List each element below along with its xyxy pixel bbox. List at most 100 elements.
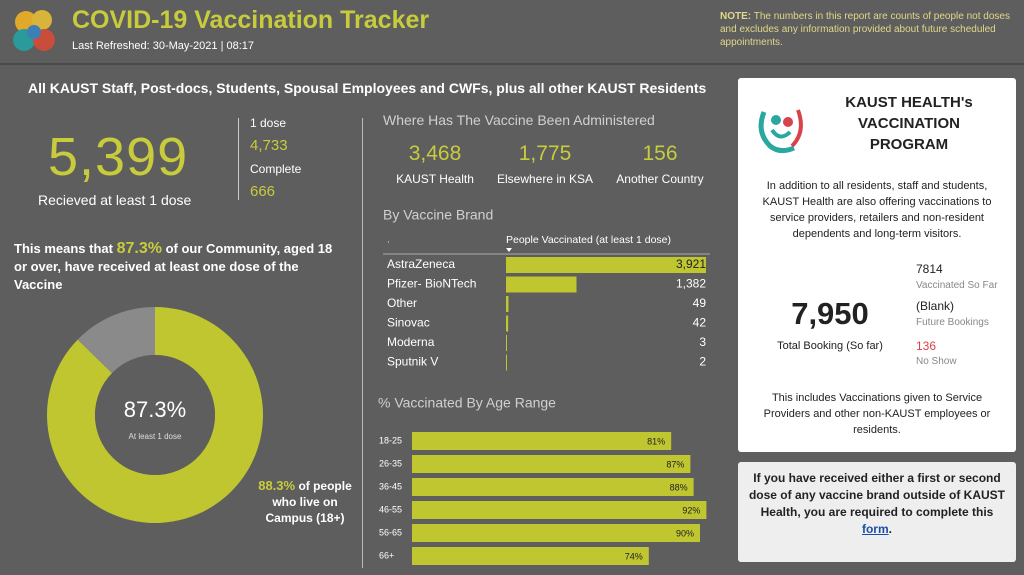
corner-label: . <box>387 235 390 246</box>
category-label: 18-25 <box>379 435 402 445</box>
bar <box>506 315 509 332</box>
booking-label: Total Booking (So far) <box>777 340 883 352</box>
form-box: If you have received either a first or s… <box>738 462 1016 562</box>
value-label: 49 <box>693 296 707 310</box>
category-label: 36-45 <box>379 481 402 491</box>
admin-title: Where Has The Vaccine Been Administered <box>383 112 655 128</box>
donut-center-label: 87.3% <box>124 397 186 422</box>
divider <box>362 118 363 568</box>
admin-item: 1,775 Elsewhere in KSA <box>490 142 600 186</box>
form-message: If you have received either a first or s… <box>748 471 1006 519</box>
category-label: Other <box>387 296 417 310</box>
form-end: . <box>888 522 892 536</box>
means-suffix: of our Community, aged 18 or over, have … <box>14 241 333 292</box>
note-text: The numbers in this report are counts of… <box>720 11 1010 48</box>
value-label: 92% <box>682 505 700 515</box>
program-box: KAUST HEALTH's VACCINATION PROGRAM In ad… <box>738 78 1016 452</box>
health-logo <box>758 109 803 154</box>
means-prefix: This means that <box>14 241 113 256</box>
category-label: 46-55 <box>379 504 402 514</box>
admin-value: 156 <box>642 142 678 165</box>
category-label: Moderna <box>387 335 435 349</box>
admin-item: 3,468 KAUST Health <box>380 142 490 186</box>
stat-label: No Show <box>916 356 957 367</box>
form-text: If you have received either a first or s… <box>746 470 1008 538</box>
column-header: People Vaccinated (at least 1 dose) <box>506 234 671 246</box>
chart-title: By Vaccine Brand <box>383 207 493 223</box>
stat-value: 7814 <box>916 262 943 276</box>
category-label: AstraZeneca <box>387 257 455 271</box>
donut-slice <box>47 307 264 523</box>
divider <box>238 118 239 200</box>
category-label: 56-65 <box>379 527 402 537</box>
sort-arrow <box>506 248 512 252</box>
value-label: 74% <box>625 551 643 561</box>
program-title: KAUST HEALTH's VACCINATION PROGRAM <box>845 94 973 153</box>
campus-pct: 88.3% <box>258 478 296 493</box>
bar <box>412 432 672 450</box>
note: NOTE: The numbers in this report are cou… <box>720 10 1010 49</box>
heading: All KAUST Staff, Post-docs, Students, Sp… <box>28 80 707 96</box>
value-label: 42 <box>693 316 707 330</box>
bar <box>412 524 700 542</box>
admin-value: 1,775 <box>518 142 572 165</box>
last-refreshed: Last Refreshed: 30-May-2021 | 08:17 <box>72 40 255 52</box>
total-label: Recieved at least 1 dose <box>38 192 192 208</box>
program-footer: This includes Vaccinations given to Serv… <box>763 392 991 436</box>
value-label: 88% <box>670 482 688 492</box>
bar <box>506 354 507 371</box>
stat-label: Vaccinated So Far <box>916 280 998 291</box>
category-label: Pfizer- BioNTech <box>387 277 476 291</box>
value-label: 3,921 <box>676 257 706 271</box>
stat-value: (Blank) <box>916 299 955 313</box>
bar <box>506 296 509 312</box>
category-label: Sputnik V <box>387 355 438 369</box>
donut-hole <box>95 355 215 475</box>
header-rule <box>0 63 1024 65</box>
form-link[interactable]: form <box>861 522 889 536</box>
total-value: 5,399 <box>48 127 189 187</box>
means-text: This means that 87.3% of our Community, … <box>14 240 344 294</box>
donut-center-sublabel: At least 1 dose <box>129 432 182 441</box>
donut-slice <box>77 307 155 374</box>
means-pct: 87.3% <box>116 240 162 257</box>
category-label: Sinovac <box>387 316 430 330</box>
value-label: 90% <box>676 528 694 538</box>
admin-item: 156 Another Country <box>600 142 720 186</box>
category-label: 66+ <box>379 550 394 560</box>
admin-label: KAUST Health <box>396 172 474 186</box>
value-label: 81% <box>647 436 665 446</box>
bar <box>506 276 577 293</box>
note-label: NOTE: <box>720 11 752 22</box>
dose1-label: 1 dose <box>250 116 287 130</box>
bar <box>412 547 649 565</box>
admin-items: 3,468 KAUST Health 1,775 Elsewhere in KSA … <box>380 142 720 186</box>
value-label: 2 <box>699 355 706 369</box>
chart-title: % Vaccinated By Age Range <box>378 395 556 411</box>
complete-value: 666 <box>250 183 276 200</box>
admin-label: Elsewhere in KSA <box>496 172 594 186</box>
bar <box>506 335 507 351</box>
stat-value: 136 <box>916 339 937 353</box>
bar <box>412 455 691 473</box>
complete-label: Complete <box>250 162 302 176</box>
value-label: 3 <box>699 335 706 349</box>
bar <box>506 257 706 273</box>
campus-text: 88.3% of people who live on Campus (18+) <box>250 478 360 526</box>
value-label: 1,382 <box>676 277 706 291</box>
category-label: 26-35 <box>379 458 402 468</box>
booking-total: 7,950 <box>791 296 869 331</box>
logo <box>13 10 55 51</box>
value-label: 87% <box>666 459 684 469</box>
bar <box>412 501 707 519</box>
program-intro: In addition to all residents, staff and … <box>762 180 992 240</box>
bar <box>412 478 694 496</box>
admin-label: Another Country <box>616 172 704 186</box>
title: COVID-19 Vaccination Tracker <box>72 6 430 34</box>
stat-label: Future Bookings <box>916 317 989 328</box>
campus-label: of people who live on Campus (18+) <box>265 479 352 525</box>
dose1-value: 4,733 <box>250 137 288 154</box>
admin-value: 3,468 <box>408 142 462 165</box>
